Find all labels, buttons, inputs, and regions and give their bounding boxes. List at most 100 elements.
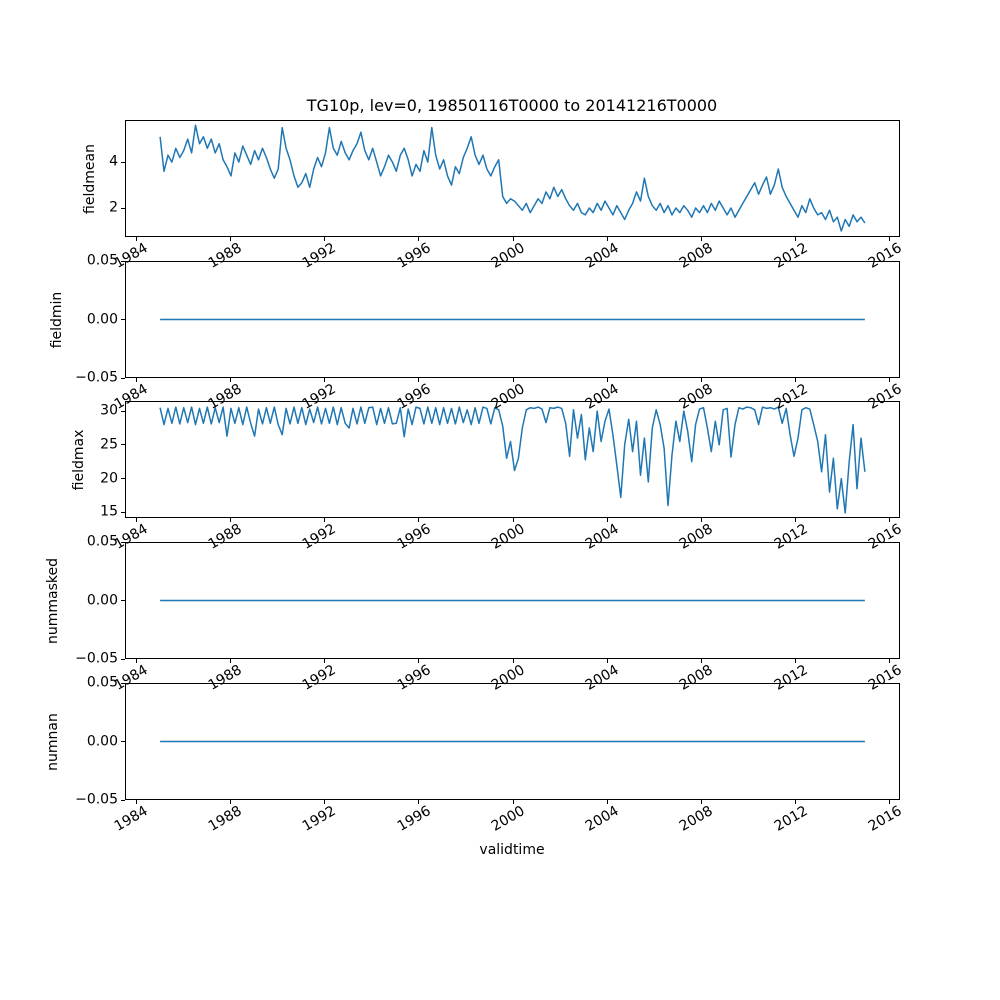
x-tick-mark [795, 800, 797, 804]
x-tick-mark [700, 237, 702, 241]
y-tick-mark [121, 260, 125, 262]
x-tick-mark [512, 800, 514, 804]
y-tick-mark [121, 444, 125, 446]
x-tick-mark [700, 659, 702, 663]
x-tick-mark [229, 659, 231, 663]
y-axis-label-numnan: numnan [45, 712, 61, 771]
x-tick-mark [700, 378, 702, 382]
chart-title: TG10p, lev=0, 19850116T0000 to 20141216T… [306, 96, 718, 115]
y-tick-mark [121, 207, 125, 209]
x-tick-mark [512, 518, 514, 522]
axes-fieldmin [125, 261, 900, 378]
y-tick-label: −0.05 [75, 369, 118, 386]
x-tick-mark [889, 659, 891, 663]
x-tick-mark [324, 378, 326, 382]
x-tick-mark [889, 237, 891, 241]
y-tick-mark [121, 799, 125, 801]
x-tick-label: 1992 [300, 803, 340, 835]
x-tick-label: 2008 [677, 803, 716, 835]
x-tick-mark [418, 237, 420, 241]
x-tick-mark [229, 378, 231, 382]
x-tick-mark [229, 800, 231, 804]
x-tick-mark [135, 237, 137, 241]
x-tick-mark [606, 378, 608, 382]
series-polyline [159, 124, 866, 232]
y-tick-label: 0.00 [86, 310, 118, 327]
x-tick-mark [606, 518, 608, 522]
x-tick-mark [795, 237, 797, 241]
y-tick-label: 0.05 [86, 533, 118, 550]
y-tick-mark [121, 658, 125, 660]
y-tick-mark [121, 161, 125, 163]
x-tick-mark [135, 518, 137, 522]
x-tick-label: 2016 [865, 803, 905, 835]
x-tick-label: 1988 [205, 803, 245, 835]
x-tick-mark [889, 800, 891, 804]
x-tick-mark [700, 800, 702, 804]
x-tick-mark [324, 800, 326, 804]
x-tick-mark [229, 237, 231, 241]
y-tick-mark [121, 478, 125, 480]
y-tick-mark [121, 410, 125, 412]
y-tick-mark [121, 600, 125, 601]
y-tick-label: 0.00 [86, 732, 118, 749]
y-tick-label: 15 [100, 503, 118, 520]
x-tick-mark [606, 659, 608, 663]
x-tick-mark [229, 518, 231, 522]
y-tick-label: 0.05 [86, 252, 118, 269]
x-tick-label: 2004 [582, 803, 622, 835]
x-tick-mark [606, 237, 608, 241]
series-line-fieldmax [159, 406, 866, 514]
x-axis-label: validtime [479, 842, 545, 858]
x-tick-mark [324, 659, 326, 663]
y-tick-label: 0.00 [86, 591, 118, 608]
y-tick-mark [121, 511, 125, 513]
axes-fieldmax [125, 401, 900, 518]
y-tick-label: 2 [109, 199, 118, 216]
axes-fieldmean [125, 120, 900, 237]
x-tick-mark [135, 800, 137, 804]
y-tick-label: 25 [100, 436, 118, 453]
x-tick-mark [795, 378, 797, 382]
series-polyline [159, 406, 866, 514]
series-line-fieldmin [160, 318, 865, 321]
x-tick-mark [795, 518, 797, 522]
y-axis-label-fieldmean: fieldmean [82, 143, 98, 214]
x-tick-mark [889, 378, 891, 382]
x-tick-mark [512, 237, 514, 241]
y-axis-label-nummasked: nummasked [45, 557, 61, 644]
x-tick-mark [795, 659, 797, 663]
y-tick-label: −0.05 [75, 650, 118, 667]
y-tick-mark [121, 319, 125, 320]
x-tick-label: 2000 [488, 803, 528, 835]
x-tick-mark [512, 659, 514, 663]
y-tick-mark [121, 741, 125, 742]
x-tick-label: 1996 [394, 803, 434, 835]
series-line-fieldmean [159, 124, 866, 232]
y-tick-label: −0.05 [75, 791, 118, 808]
y-tick-label: 30 [100, 402, 118, 419]
y-tick-mark [121, 377, 125, 379]
x-tick-mark [889, 518, 891, 522]
series-line-numnan [160, 740, 865, 743]
x-tick-mark [135, 659, 137, 663]
x-tick-mark [418, 800, 420, 804]
x-tick-mark [324, 237, 326, 241]
x-tick-mark [418, 659, 420, 663]
x-tick-mark [324, 518, 326, 522]
x-tick-mark [606, 800, 608, 804]
y-tick-label: 0.05 [86, 674, 118, 691]
x-tick-label: 2012 [771, 803, 811, 835]
axes-numnan [125, 683, 900, 800]
series-line-nummasked [160, 599, 865, 602]
y-tick-mark [121, 541, 125, 543]
x-tick-mark [135, 378, 137, 382]
y-tick-label: 20 [100, 469, 118, 486]
y-axis-label-fieldmin: fieldmin [49, 291, 65, 348]
x-tick-label: 1984 [111, 803, 151, 835]
y-tick-label: 4 [109, 153, 118, 170]
x-tick-mark [512, 378, 514, 382]
y-axis-label-fieldmax: fieldmax [71, 429, 87, 490]
y-tick-mark [121, 682, 125, 684]
